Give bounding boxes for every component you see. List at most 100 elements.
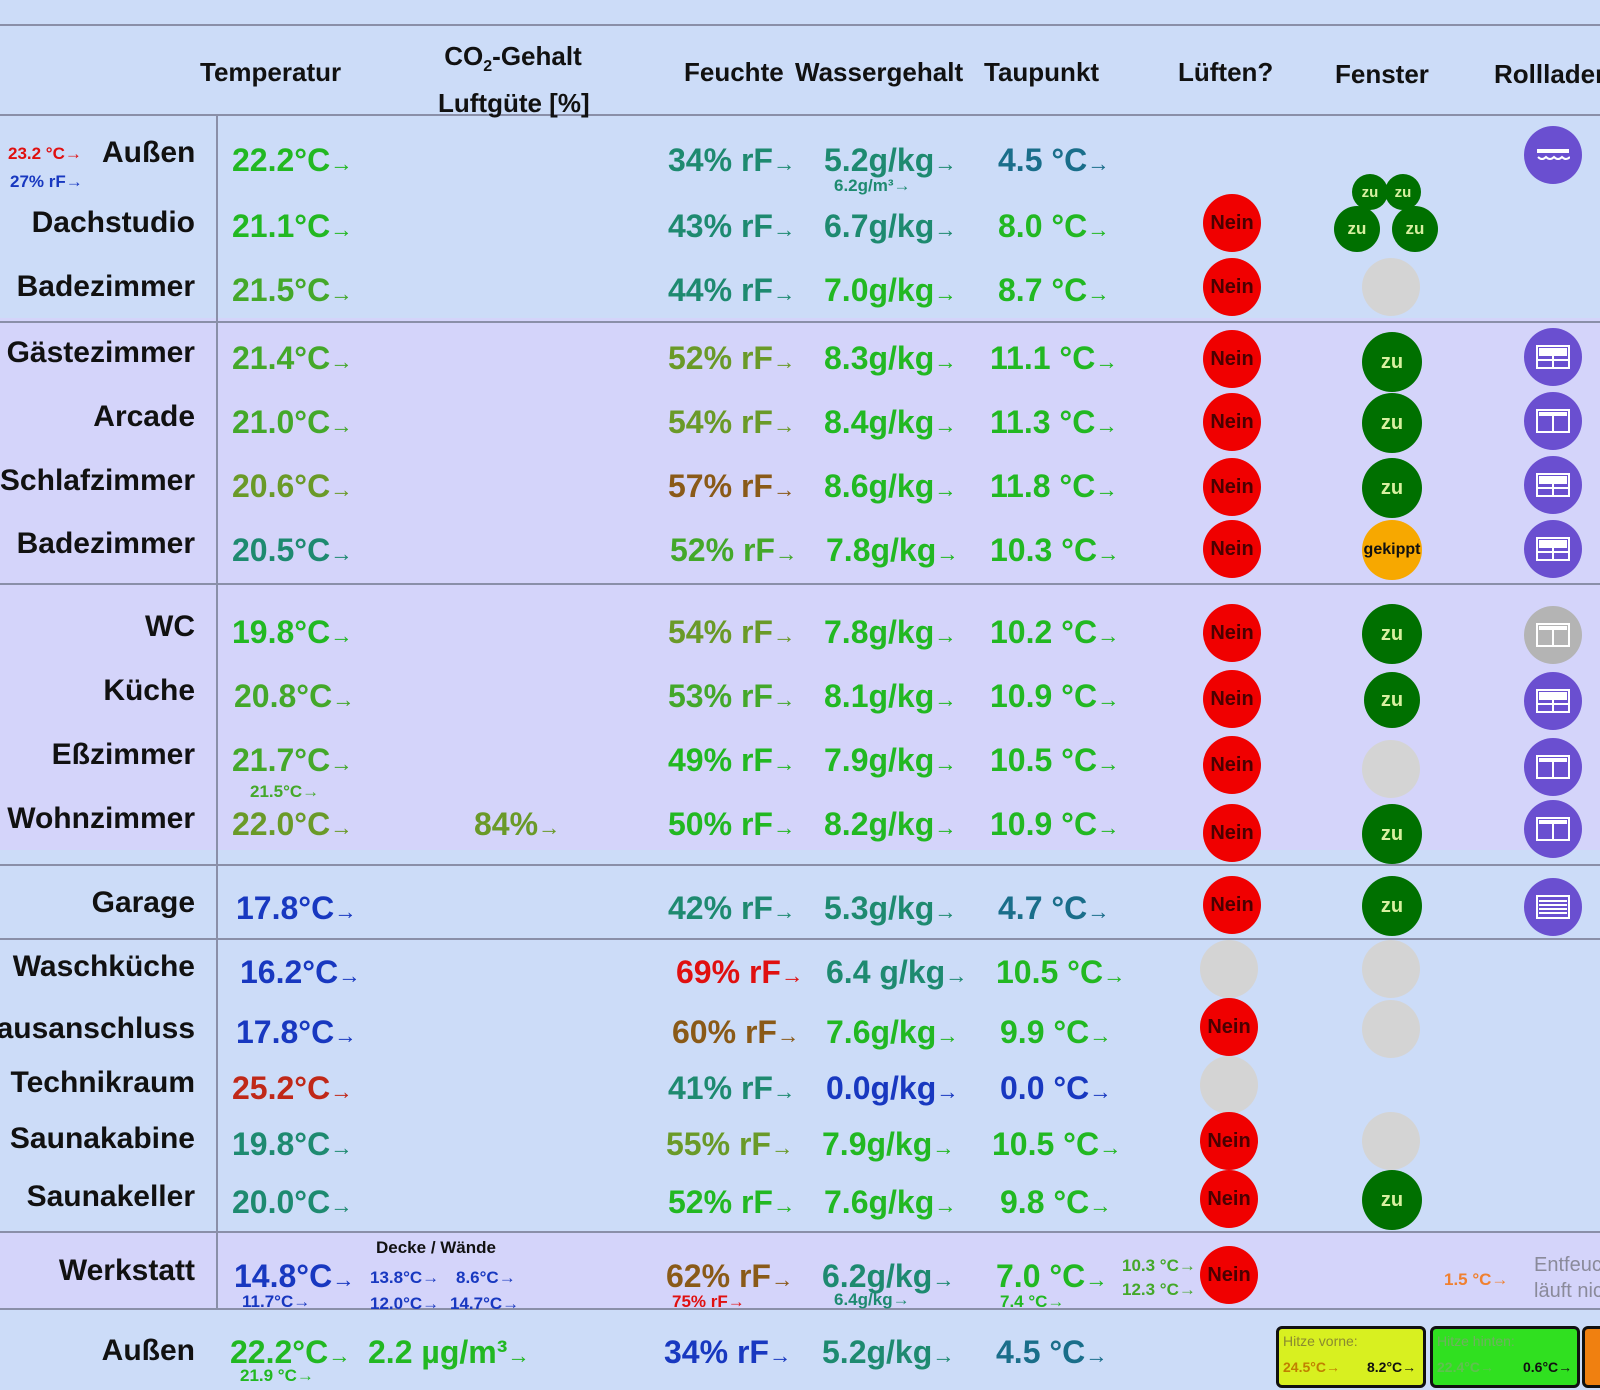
humidity-value: 57% rF→ — [668, 468, 796, 504]
ventilate-indicator[interactable]: Nein — [1203, 804, 1261, 862]
temperature-value: 21.7°C→ — [232, 742, 353, 778]
water-sub-value: 6.4g/kg→ — [834, 1290, 910, 1309]
room-name: Saunakabine — [9, 1122, 195, 1155]
humidity-value: 69% rF→ — [676, 954, 804, 990]
shutter-status-icon[interactable] — [1524, 672, 1582, 730]
divider — [0, 583, 1600, 585]
ventilate-indicator[interactable]: Nein — [1200, 1112, 1258, 1170]
shutter-status-icon[interactable] — [1524, 738, 1582, 796]
ventilate-indicator[interactable]: Nein — [1203, 520, 1261, 578]
water-value: 5.2g/kg→ — [822, 1334, 955, 1370]
room-name: Küche — [103, 674, 195, 707]
ventilate-indicator[interactable]: Nein — [1203, 876, 1261, 934]
trend-arrow: → — [328, 1343, 351, 1368]
temperature-value: 17.8°C→ — [236, 890, 357, 926]
window-status-unknown[interactable] — [1362, 258, 1420, 316]
ceiling-temp: 13.8°C→ — [370, 1268, 440, 1287]
ventilate-indicator[interactable]: Nein — [1203, 670, 1261, 728]
window-status-unknown[interactable] — [1362, 940, 1420, 998]
room-name: Hausanschluss — [0, 1012, 195, 1045]
room-name: Außen — [102, 136, 196, 169]
trend-arrow: → — [934, 477, 957, 502]
window-status[interactable]: zu — [1362, 604, 1422, 664]
water-value: 8.2g/kg→ — [824, 806, 957, 842]
outdoor-mini-humidity: 27% rF→ — [10, 172, 83, 191]
ventilate-indicator[interactable]: Nein — [1200, 1170, 1258, 1228]
shutter-status-icon[interactable] — [1524, 878, 1582, 936]
window-status[interactable]: zu — [1362, 393, 1422, 453]
heat-back-widget[interactable]: Hitze hinten: 22.4°C→ 0.6°C→ — [1430, 1326, 1580, 1388]
temperature-sub-value: 21.5°C→ — [250, 782, 320, 801]
shutter-status-icon[interactable] — [1524, 800, 1582, 858]
water-value: 6.4 g/kg→ — [826, 954, 968, 990]
window-status-unknown[interactable] — [1362, 740, 1420, 798]
room-name: Badezimmer — [16, 270, 195, 303]
trend-arrow: → — [934, 1193, 957, 1218]
trend-arrow: → — [1097, 815, 1120, 840]
header-temperature: Temperatur — [200, 57, 342, 87]
window-status[interactable]: zu — [1392, 206, 1438, 252]
extra-widget[interactable] — [1582, 1326, 1600, 1388]
shutter-status-icon[interactable] — [1524, 520, 1582, 578]
ventilate-indicator[interactable]: Nein — [1203, 330, 1261, 388]
dewpoint-value: 10.9 °C→ — [990, 678, 1120, 714]
dewpoint-sub-value: 7.4 °C→ — [1000, 1292, 1065, 1311]
shutter-status-icon[interactable] — [1524, 606, 1582, 664]
ventilate-indicator[interactable]: Nein — [1203, 458, 1261, 516]
heat-back-diff: 0.6°C→ — [1523, 1359, 1573, 1375]
trend-arrow: → — [1095, 413, 1118, 438]
trend-arrow: → — [772, 815, 796, 840]
ventilate-indicator[interactable]: Nein — [1200, 998, 1258, 1056]
ventilate-indicator[interactable]: Nein — [1203, 194, 1261, 252]
water-value: 7.6g/kg→ — [826, 1014, 959, 1050]
window-status-tilted[interactable]: gekippt — [1362, 520, 1422, 580]
shutter-status-icon[interactable] — [1524, 456, 1582, 514]
ventilate-indicator[interactable]: Nein — [1203, 604, 1261, 662]
trend-arrow: → — [932, 1267, 955, 1292]
window-status[interactable]: zu — [1362, 458, 1422, 518]
water-value: 6.7g/kg→ — [824, 208, 957, 244]
section-band-werkstatt — [0, 1233, 1600, 1309]
ventilate-indicator[interactable]: Nein — [1203, 393, 1261, 451]
heat-front-diff: 8.2°C→ — [1367, 1359, 1417, 1375]
ventilate-indicator-unknown[interactable] — [1200, 940, 1258, 998]
room-name: Eßzimmer — [51, 738, 195, 771]
wall-temp: 14.7°C→ — [450, 1294, 520, 1313]
window-status-unknown[interactable] — [1362, 1112, 1420, 1170]
trend-arrow: → — [330, 751, 353, 776]
trend-arrow: → — [330, 281, 353, 306]
ventilate-indicator[interactable]: Nein — [1203, 258, 1261, 316]
window-status-unknown[interactable] — [1362, 1000, 1420, 1058]
temperature-value: 20.6°C→ — [232, 468, 353, 504]
trend-arrow: → — [1089, 1079, 1112, 1104]
heat-front-label: Hitze vorne: — [1283, 1333, 1358, 1349]
trend-arrow: → — [334, 1023, 357, 1048]
shutter-status-icon[interactable] — [1524, 126, 1582, 184]
temperature-sub-value: 21.9 °C→ — [240, 1366, 314, 1385]
ventilate-indicator[interactable]: Nein — [1203, 736, 1261, 794]
heat-front-widget[interactable]: Hitze vorne: 24.5°C→ 8.2°C→ — [1276, 1326, 1426, 1388]
trend-arrow: → — [1097, 541, 1120, 566]
trend-arrow: → — [334, 899, 357, 924]
dewpoint-value: 8.7 °C→ — [998, 272, 1110, 308]
air-quality-value: 84%→ — [474, 806, 561, 842]
trend-arrow: → — [330, 623, 353, 648]
section-band-1og — [0, 318, 1600, 575]
window-status[interactable]: zu — [1362, 804, 1422, 864]
ventilate-indicator-unknown[interactable] — [1200, 1056, 1258, 1114]
ventilate-indicator[interactable]: Nein — [1200, 1246, 1258, 1304]
subscript: 2 — [483, 58, 493, 76]
shutter-status-icon[interactable] — [1524, 392, 1582, 450]
shutter-status-icon[interactable] — [1524, 328, 1582, 386]
window-status[interactable]: zu — [1352, 174, 1388, 210]
window-status[interactable]: zu — [1362, 1170, 1422, 1230]
trend-arrow: → — [1103, 963, 1126, 988]
window-status[interactable]: zu — [1364, 672, 1420, 728]
trend-arrow: → — [772, 217, 796, 242]
window-status[interactable]: zu — [1362, 876, 1422, 936]
header-water: Wassergehalt — [795, 57, 964, 87]
window-status[interactable]: zu — [1334, 206, 1380, 252]
room-name: Badezimmer — [16, 527, 195, 560]
window-status[interactable]: zu — [1362, 332, 1422, 392]
window-status[interactable]: zu — [1385, 174, 1421, 210]
